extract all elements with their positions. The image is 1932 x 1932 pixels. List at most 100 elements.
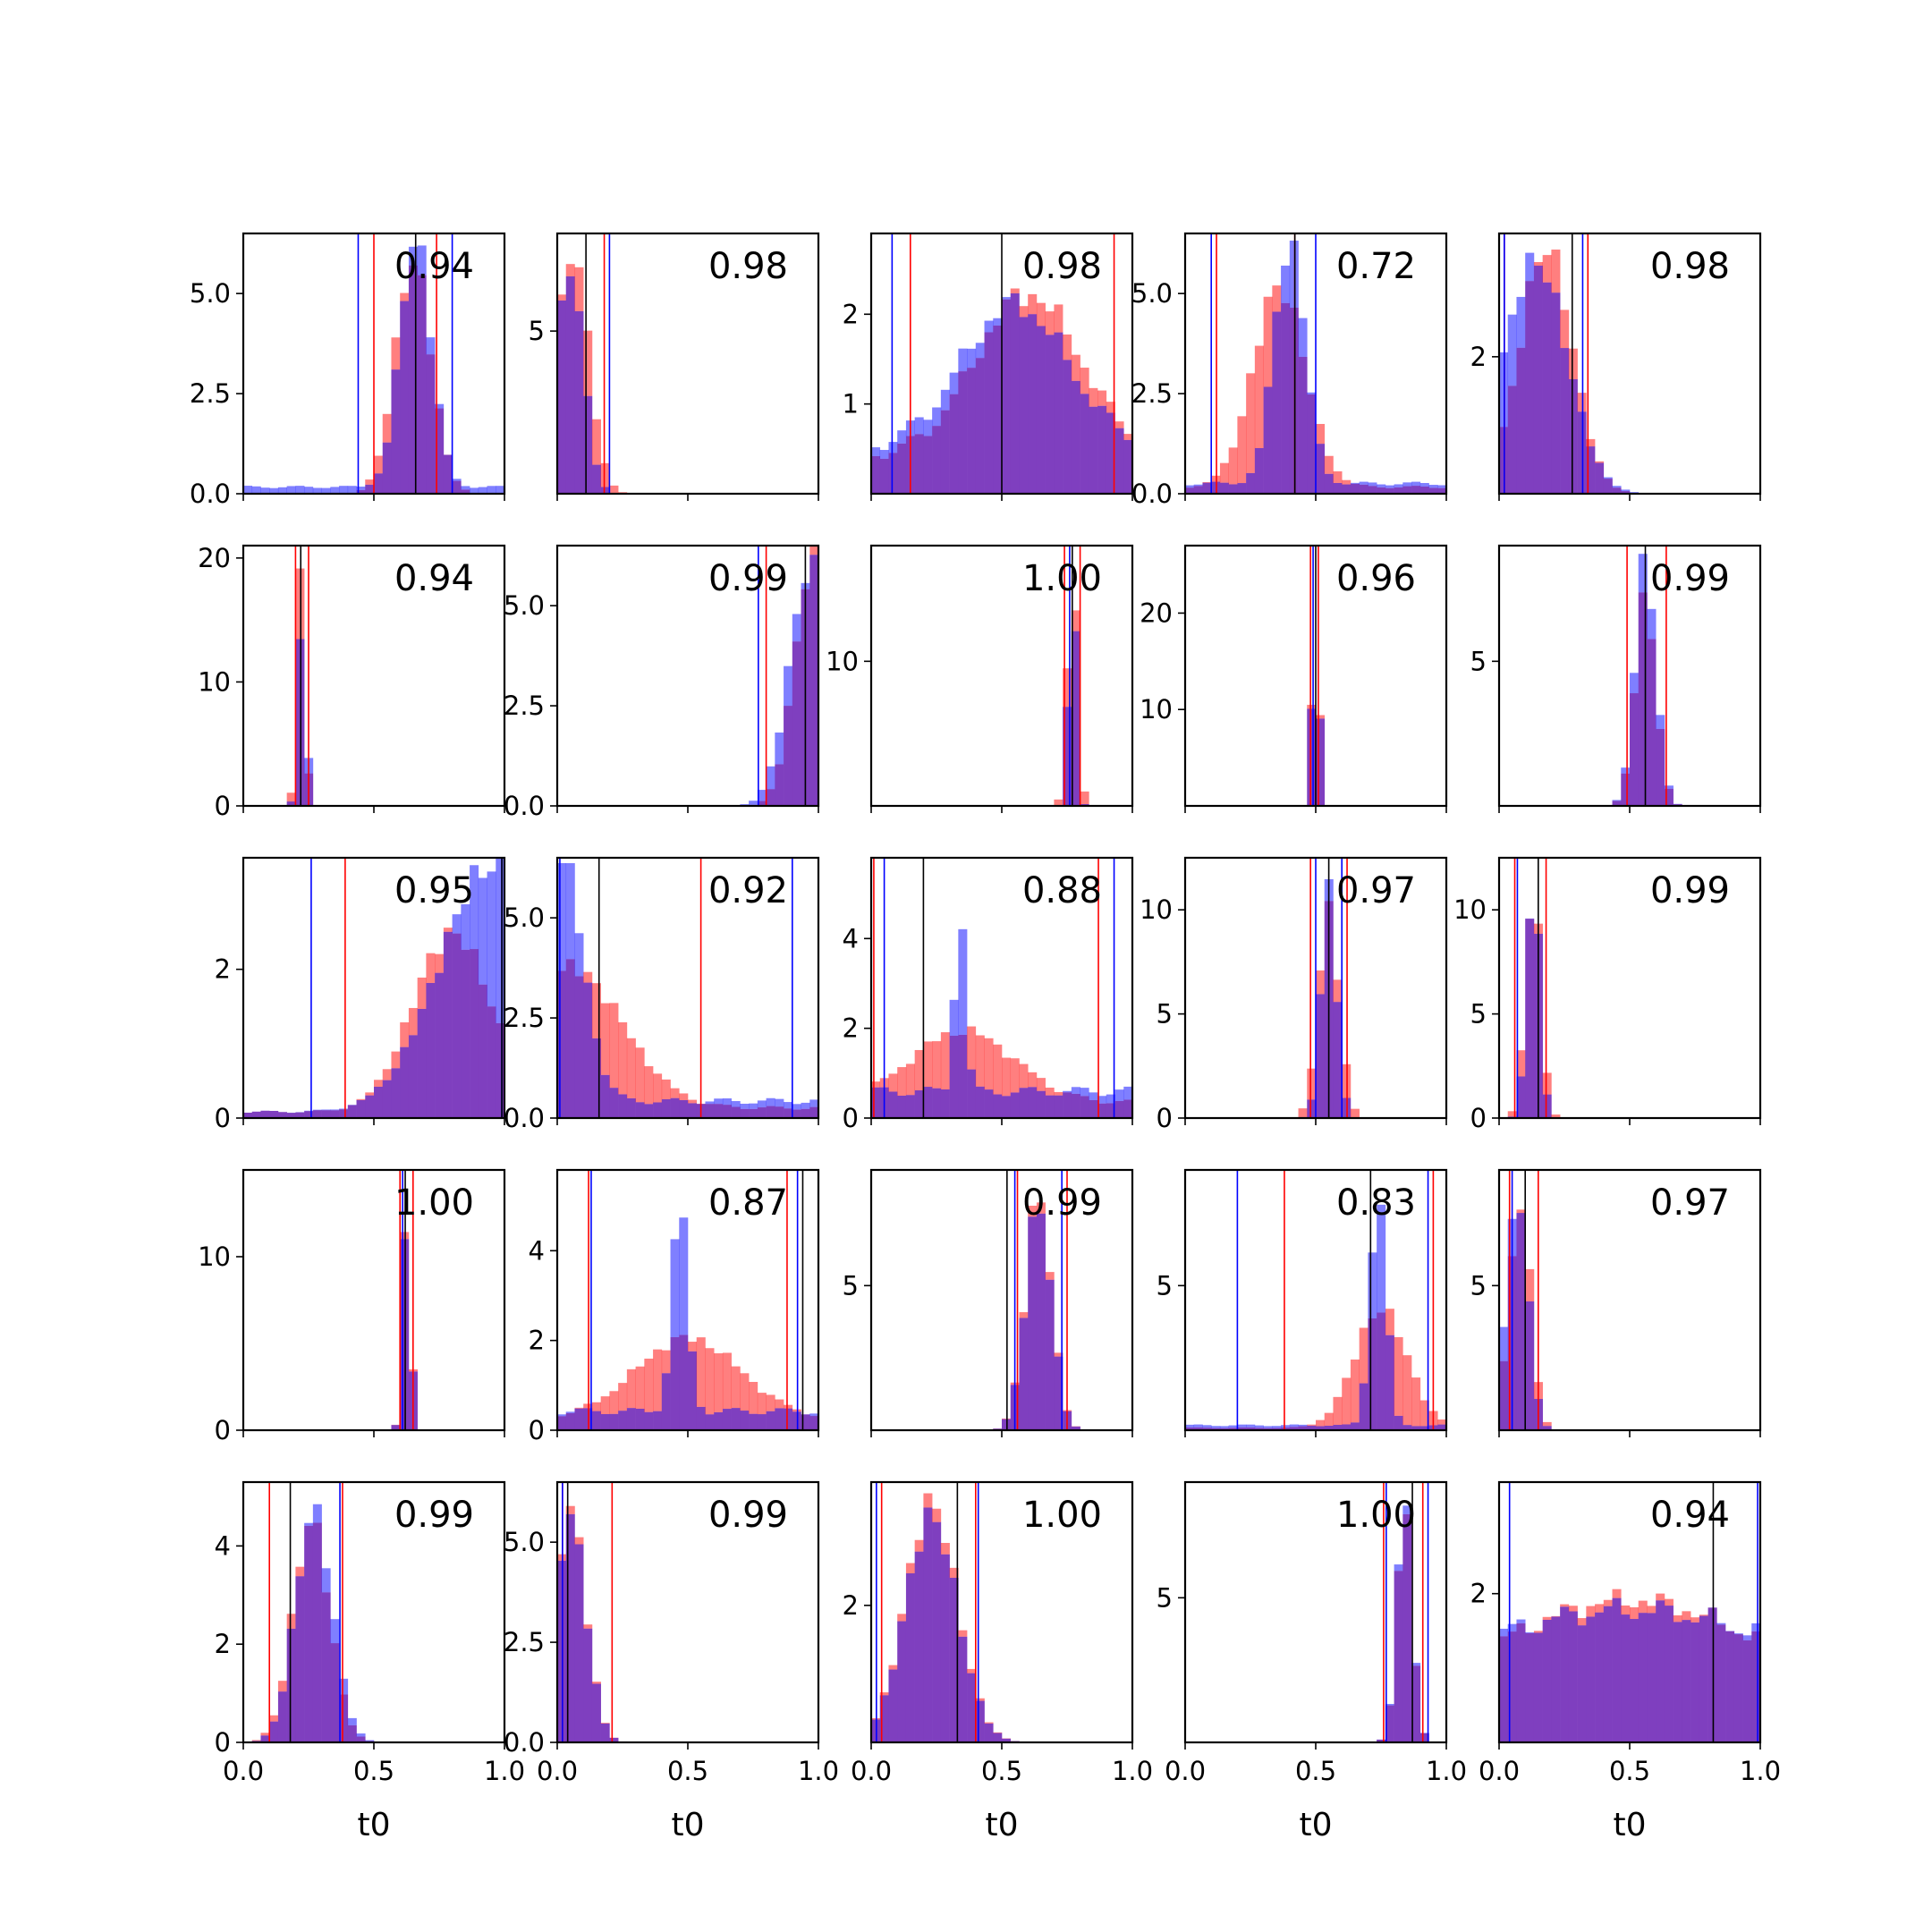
red-bar — [705, 1348, 715, 1415]
overlap-bar — [1106, 412, 1115, 494]
blue-bar — [1089, 1092, 1098, 1100]
blue-bar — [1002, 297, 1012, 300]
red-bar — [1106, 402, 1115, 413]
blue-bar — [1097, 1096, 1107, 1104]
subplot-14: 0 5 10 0.97 — [1140, 856, 1448, 1133]
overlap-bar — [1630, 1618, 1640, 1742]
overlap-bar — [347, 1724, 357, 1742]
overlap-bar — [1516, 1213, 1526, 1430]
blue-bar — [1402, 1505, 1412, 1514]
red-bar — [1316, 423, 1326, 445]
overlap-bar — [443, 931, 453, 1118]
overlap-bar — [993, 1094, 1003, 1118]
overlap-bar — [382, 442, 392, 494]
overlap-bar — [1097, 1103, 1107, 1118]
overlap-bar — [1342, 1097, 1352, 1118]
red-bar — [644, 1066, 654, 1105]
y-tick-label: 0 — [1470, 1103, 1487, 1133]
blue-bar — [286, 486, 296, 494]
x-tick-label: 1.0 — [1426, 1756, 1467, 1786]
overlap-bar — [1377, 1739, 1386, 1742]
overlap-bar — [1437, 487, 1446, 494]
overlap-bar — [932, 426, 942, 494]
blue-bar — [1298, 318, 1308, 357]
overlap-bar — [1063, 1092, 1072, 1118]
subplot-15: 0 5 10 0.99 — [1453, 856, 1762, 1133]
blue-bar — [1385, 485, 1394, 488]
overlap-bar — [1193, 1427, 1203, 1430]
coverage-annotation: 0.88 — [1022, 870, 1102, 911]
blue-bar — [871, 447, 881, 456]
overlap-bar — [1114, 428, 1124, 494]
blue-bar — [312, 1109, 322, 1111]
blue-bar — [1437, 485, 1446, 488]
x-tick-label: 0.5 — [353, 1756, 394, 1786]
blue-bar — [478, 487, 487, 494]
overlap-bar — [871, 455, 881, 494]
overlap-bar — [679, 1335, 689, 1430]
y-tick-label: 5.0 — [1131, 278, 1173, 309]
blue-bar — [731, 1101, 741, 1107]
red-bar — [1010, 1058, 1020, 1093]
overlap-bar — [583, 395, 593, 494]
coverage-annotation: 0.83 — [1336, 1182, 1416, 1224]
red-bar — [260, 1733, 270, 1736]
histogram-bars — [286, 546, 322, 806]
overlap-bar — [1054, 332, 1063, 494]
overlap-bar — [1219, 1428, 1229, 1430]
overlap-bar — [295, 639, 305, 806]
overlap-bar — [1071, 1426, 1080, 1430]
overlap-bar — [583, 1628, 593, 1742]
red-bar — [443, 928, 453, 932]
red-bar — [591, 1402, 601, 1411]
overlap-bar — [1211, 1428, 1221, 1430]
red-bar — [1516, 1209, 1526, 1214]
x-tick-label: 1.0 — [1112, 1756, 1153, 1786]
red-bar — [269, 1715, 279, 1722]
overlap-bar — [740, 1411, 750, 1430]
overlap-bar — [1193, 486, 1203, 494]
x-tick-label: 0.0 — [851, 1756, 892, 1786]
overlap-bar — [1307, 1425, 1317, 1430]
histogram-bars — [1185, 1170, 1446, 1430]
blue-bar — [792, 1104, 801, 1110]
overlap-bar — [1316, 444, 1326, 494]
red-bar — [714, 1353, 724, 1412]
x-tick-label: 1.0 — [798, 1756, 839, 1786]
overlap-bar — [1307, 394, 1317, 494]
y-tick-label: 0.0 — [1131, 479, 1173, 509]
blue-bar — [1202, 1425, 1212, 1428]
overlap-bar — [1385, 1335, 1394, 1430]
red-bar — [1272, 285, 1282, 312]
y-tick-label: 2.5 — [504, 1627, 545, 1657]
overlap-bar — [1019, 317, 1029, 494]
overlap-bar — [1595, 1612, 1605, 1742]
overlap-bar — [940, 1554, 950, 1742]
overlap-bar — [705, 1414, 715, 1430]
overlap-bar — [1316, 1426, 1326, 1430]
overlap-bar — [871, 1719, 881, 1742]
overlap-bar — [400, 301, 410, 494]
overlap-bar — [1071, 380, 1080, 494]
coverage-annotation: 1.00 — [394, 1182, 474, 1224]
red-bar — [435, 953, 445, 973]
subplot-12: 0.0 2.5 5.0 0.92 — [504, 856, 820, 1133]
y-tick-label: 2 — [1470, 1579, 1487, 1609]
overlap-bar — [435, 972, 445, 1118]
blue-bar — [339, 1108, 349, 1110]
red-bar — [1298, 1108, 1308, 1117]
coverage-annotation: 0.98 — [708, 246, 788, 287]
overlap-bar — [888, 1091, 898, 1118]
subplot-10: 50.99 — [1470, 544, 1762, 813]
red-bar — [626, 1368, 636, 1409]
overlap-bar — [1394, 1571, 1403, 1742]
y-tick-label: 2 — [843, 299, 859, 329]
red-bar — [784, 1404, 793, 1409]
blue-bar — [1080, 1088, 1089, 1097]
subplot-4: 0.0 2.5 5.0 0.72 — [1131, 232, 1448, 509]
blue-bar — [958, 928, 968, 1035]
overlap-bar — [1063, 707, 1072, 806]
subplot-13: 0 2 4 0.88 — [843, 856, 1134, 1133]
overlap-bar — [871, 1087, 881, 1118]
overlap-bar — [1542, 282, 1552, 494]
